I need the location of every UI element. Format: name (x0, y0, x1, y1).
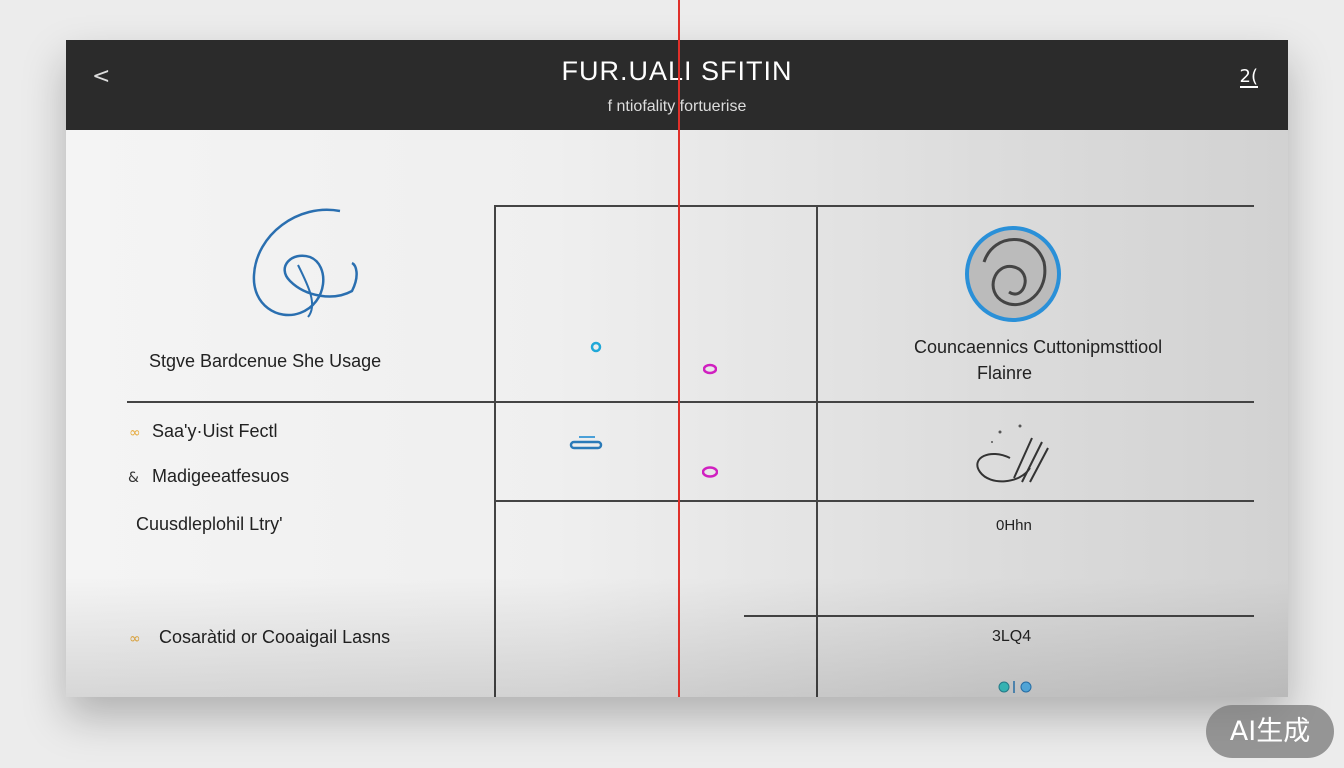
status-dot-icon (590, 341, 602, 353)
ampersand-icon: & (128, 470, 139, 486)
divider (494, 205, 496, 697)
divider (494, 500, 1254, 502)
pagination-dots-icon[interactable] (996, 679, 1036, 695)
divider (494, 205, 1254, 207)
right-feature-title: Councaennics Cuttonipmsttiool (914, 337, 1163, 357)
left-feature-title: Stgve Bardcenue She Usage (149, 351, 382, 371)
chevron-left-icon[interactable]: < (92, 64, 111, 89)
slider-handle-icon[interactable] (569, 434, 603, 454)
page-subtitle: f ntiofality fortuerise (607, 98, 747, 115)
right-feature-subtitle: Flainre (977, 363, 1033, 383)
list-item[interactable]: Saa'y·Uist Fectl (152, 421, 278, 441)
avatar (965, 226, 1061, 322)
user-icon[interactable]: 2( (1239, 66, 1258, 88)
divider (816, 205, 818, 697)
list-item[interactable]: Madigeeatfesuos (152, 466, 290, 486)
swirl-logo-icon (252, 208, 358, 318)
watermark: AI生成 (1206, 705, 1334, 758)
status-dot-icon (702, 466, 718, 478)
red-guide-line (678, 0, 680, 697)
status-dot-icon (703, 363, 717, 375)
value-cell: 3LQ4 (992, 628, 1032, 645)
list-item[interactable]: Cuusdleplohil Ltry' (136, 514, 283, 534)
list-item[interactable]: Cosaràtid or Cooaigail Lasns (159, 627, 391, 647)
page-title: FUR.UALI SFITIN (561, 56, 793, 86)
sketch-illustration-icon (976, 424, 1049, 483)
divider (127, 401, 1254, 403)
feature-comparison-card: < FUR.UALI SFITIN f ntiofality fortueris… (66, 40, 1288, 697)
header-bar: < FUR.UALI SFITIN f ntiofality fortueris… (66, 40, 1288, 130)
link-icon: ∞ (129, 631, 141, 647)
value-cell: 0Hhn (996, 517, 1032, 534)
link-icon: ∞ (129, 425, 141, 441)
divider (744, 615, 1254, 617)
